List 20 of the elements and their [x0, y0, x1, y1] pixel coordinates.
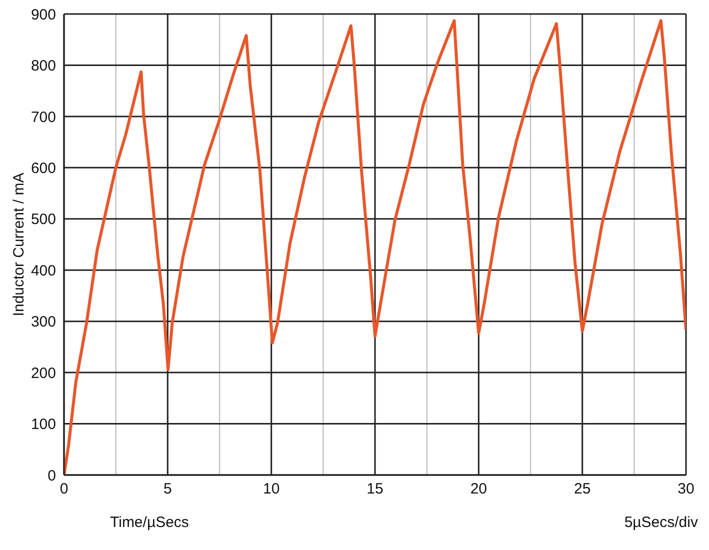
- y-axis-title: Inductor Current / mA: [10, 172, 28, 316]
- x-tick-label: 5: [163, 480, 172, 498]
- y-tick-label: 700: [30, 108, 56, 126]
- text: 5µSecs/div: [624, 514, 698, 531]
- x-tick-label: 20: [470, 480, 488, 498]
- y-tick-label: 500: [30, 211, 56, 228]
- y-tick-label: 100: [30, 416, 56, 434]
- y-tick-label: 200: [30, 364, 56, 382]
- y-tick-label: 300: [30, 314, 56, 331]
- text: Time/µSecs: [110, 514, 189, 531]
- y-tick-label: 800: [30, 58, 56, 75]
- x-tick-label: 25: [574, 480, 591, 498]
- x-tick-label: 15: [366, 480, 384, 498]
- y-tick-label: 900: [30, 6, 56, 24]
- x-tick-label: 10: [262, 480, 280, 498]
- x-tick-label: 0: [60, 480, 68, 498]
- y-tick-label: 400: [30, 262, 56, 280]
- x-tick-label: 30: [678, 480, 694, 498]
- y-tick-label: 600: [30, 160, 56, 177]
- y-tick-label: 0: [48, 467, 56, 484]
